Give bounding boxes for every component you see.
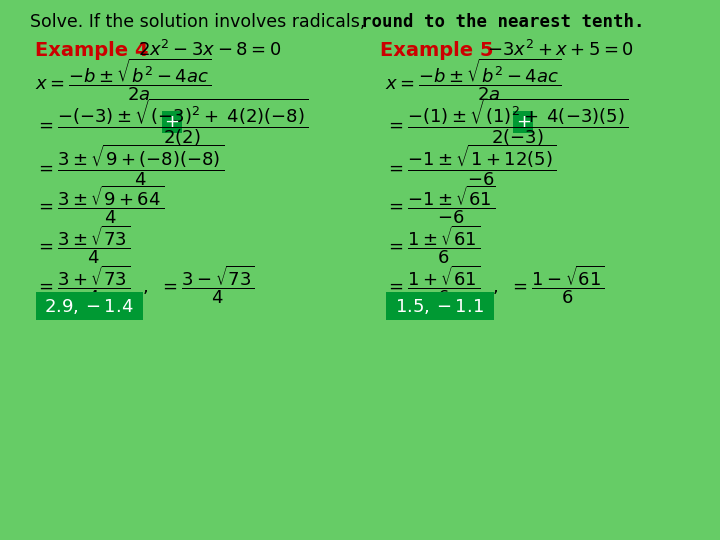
Text: Example 4: Example 4	[35, 40, 148, 59]
Text: $-3x^2+x+5=0$: $-3x^2+x+5=0$	[487, 40, 634, 60]
Text: $2.9, -1.4$: $2.9, -1.4$	[44, 296, 134, 315]
Text: $=\dfrac{-1\pm\sqrt{61}}{-6}$: $=\dfrac{-1\pm\sqrt{61}}{-6}$	[385, 184, 495, 226]
Text: $1.5, -1.1$: $1.5, -1.1$	[395, 296, 484, 315]
Text: $=\dfrac{1+\sqrt{61}}{6}$  ,  $=\dfrac{1-\sqrt{61}}{6}$: $=\dfrac{1+\sqrt{61}}{6}$ , $=\dfrac{1-\…	[385, 264, 605, 306]
FancyBboxPatch shape	[35, 292, 143, 320]
Text: $x=\dfrac{-b\pm\sqrt{b^2-4ac}}{2a}$: $x=\dfrac{-b\pm\sqrt{b^2-4ac}}{2a}$	[35, 57, 211, 103]
Text: $=\dfrac{-1\pm\sqrt{1+12(5)}}{-6}$: $=\dfrac{-1\pm\sqrt{1+12(5)}}{-6}$	[385, 142, 557, 188]
Text: $+$: $+$	[516, 113, 531, 131]
Text: Example 5: Example 5	[380, 40, 494, 59]
Text: $=\dfrac{3+\sqrt{73}}{4}$  ,  $=\dfrac{3-\sqrt{73}}{4}$: $=\dfrac{3+\sqrt{73}}{4}$ , $=\dfrac{3-\…	[35, 264, 254, 306]
FancyBboxPatch shape	[162, 111, 181, 133]
Text: $=\dfrac{1\pm\sqrt{61}}{6}$: $=\dfrac{1\pm\sqrt{61}}{6}$	[385, 224, 480, 266]
Text: $=\dfrac{3\pm\sqrt{9+(-8)(-8)}}{4}$: $=\dfrac{3\pm\sqrt{9+(-8)(-8)}}{4}$	[35, 142, 224, 188]
Text: $=\dfrac{-(1)\pm\sqrt{(1)^2+\;4(-3)(5)}}{2(-3)}$: $=\dfrac{-(1)\pm\sqrt{(1)^2+\;4(-3)(5)}}…	[385, 96, 629, 148]
Text: $=\dfrac{3\pm\sqrt{73}}{4}$: $=\dfrac{3\pm\sqrt{73}}{4}$	[35, 224, 130, 266]
Text: round to the nearest tenth.: round to the nearest tenth.	[361, 13, 645, 31]
Text: $=\dfrac{-(-3)\pm\sqrt{(-3)^2+\;4(2)(-8)}}{2(2)}$: $=\dfrac{-(-3)\pm\sqrt{(-3)^2+\;4(2)(-8)…	[35, 96, 308, 148]
Text: $x=\dfrac{-b\pm\sqrt{b^2-4ac}}{2a}$: $x=\dfrac{-b\pm\sqrt{b^2-4ac}}{2a}$	[385, 57, 562, 103]
Text: $+$: $+$	[164, 113, 179, 131]
FancyBboxPatch shape	[513, 111, 533, 133]
FancyBboxPatch shape	[386, 292, 494, 320]
Text: Solve. If the solution involves radicals,: Solve. If the solution involves radicals…	[30, 13, 371, 31]
Text: $2x^2-3x-8=0$: $2x^2-3x-8=0$	[138, 40, 282, 60]
Text: $=\dfrac{3\pm\sqrt{9+64}}{4}$: $=\dfrac{3\pm\sqrt{9+64}}{4}$	[35, 184, 163, 226]
